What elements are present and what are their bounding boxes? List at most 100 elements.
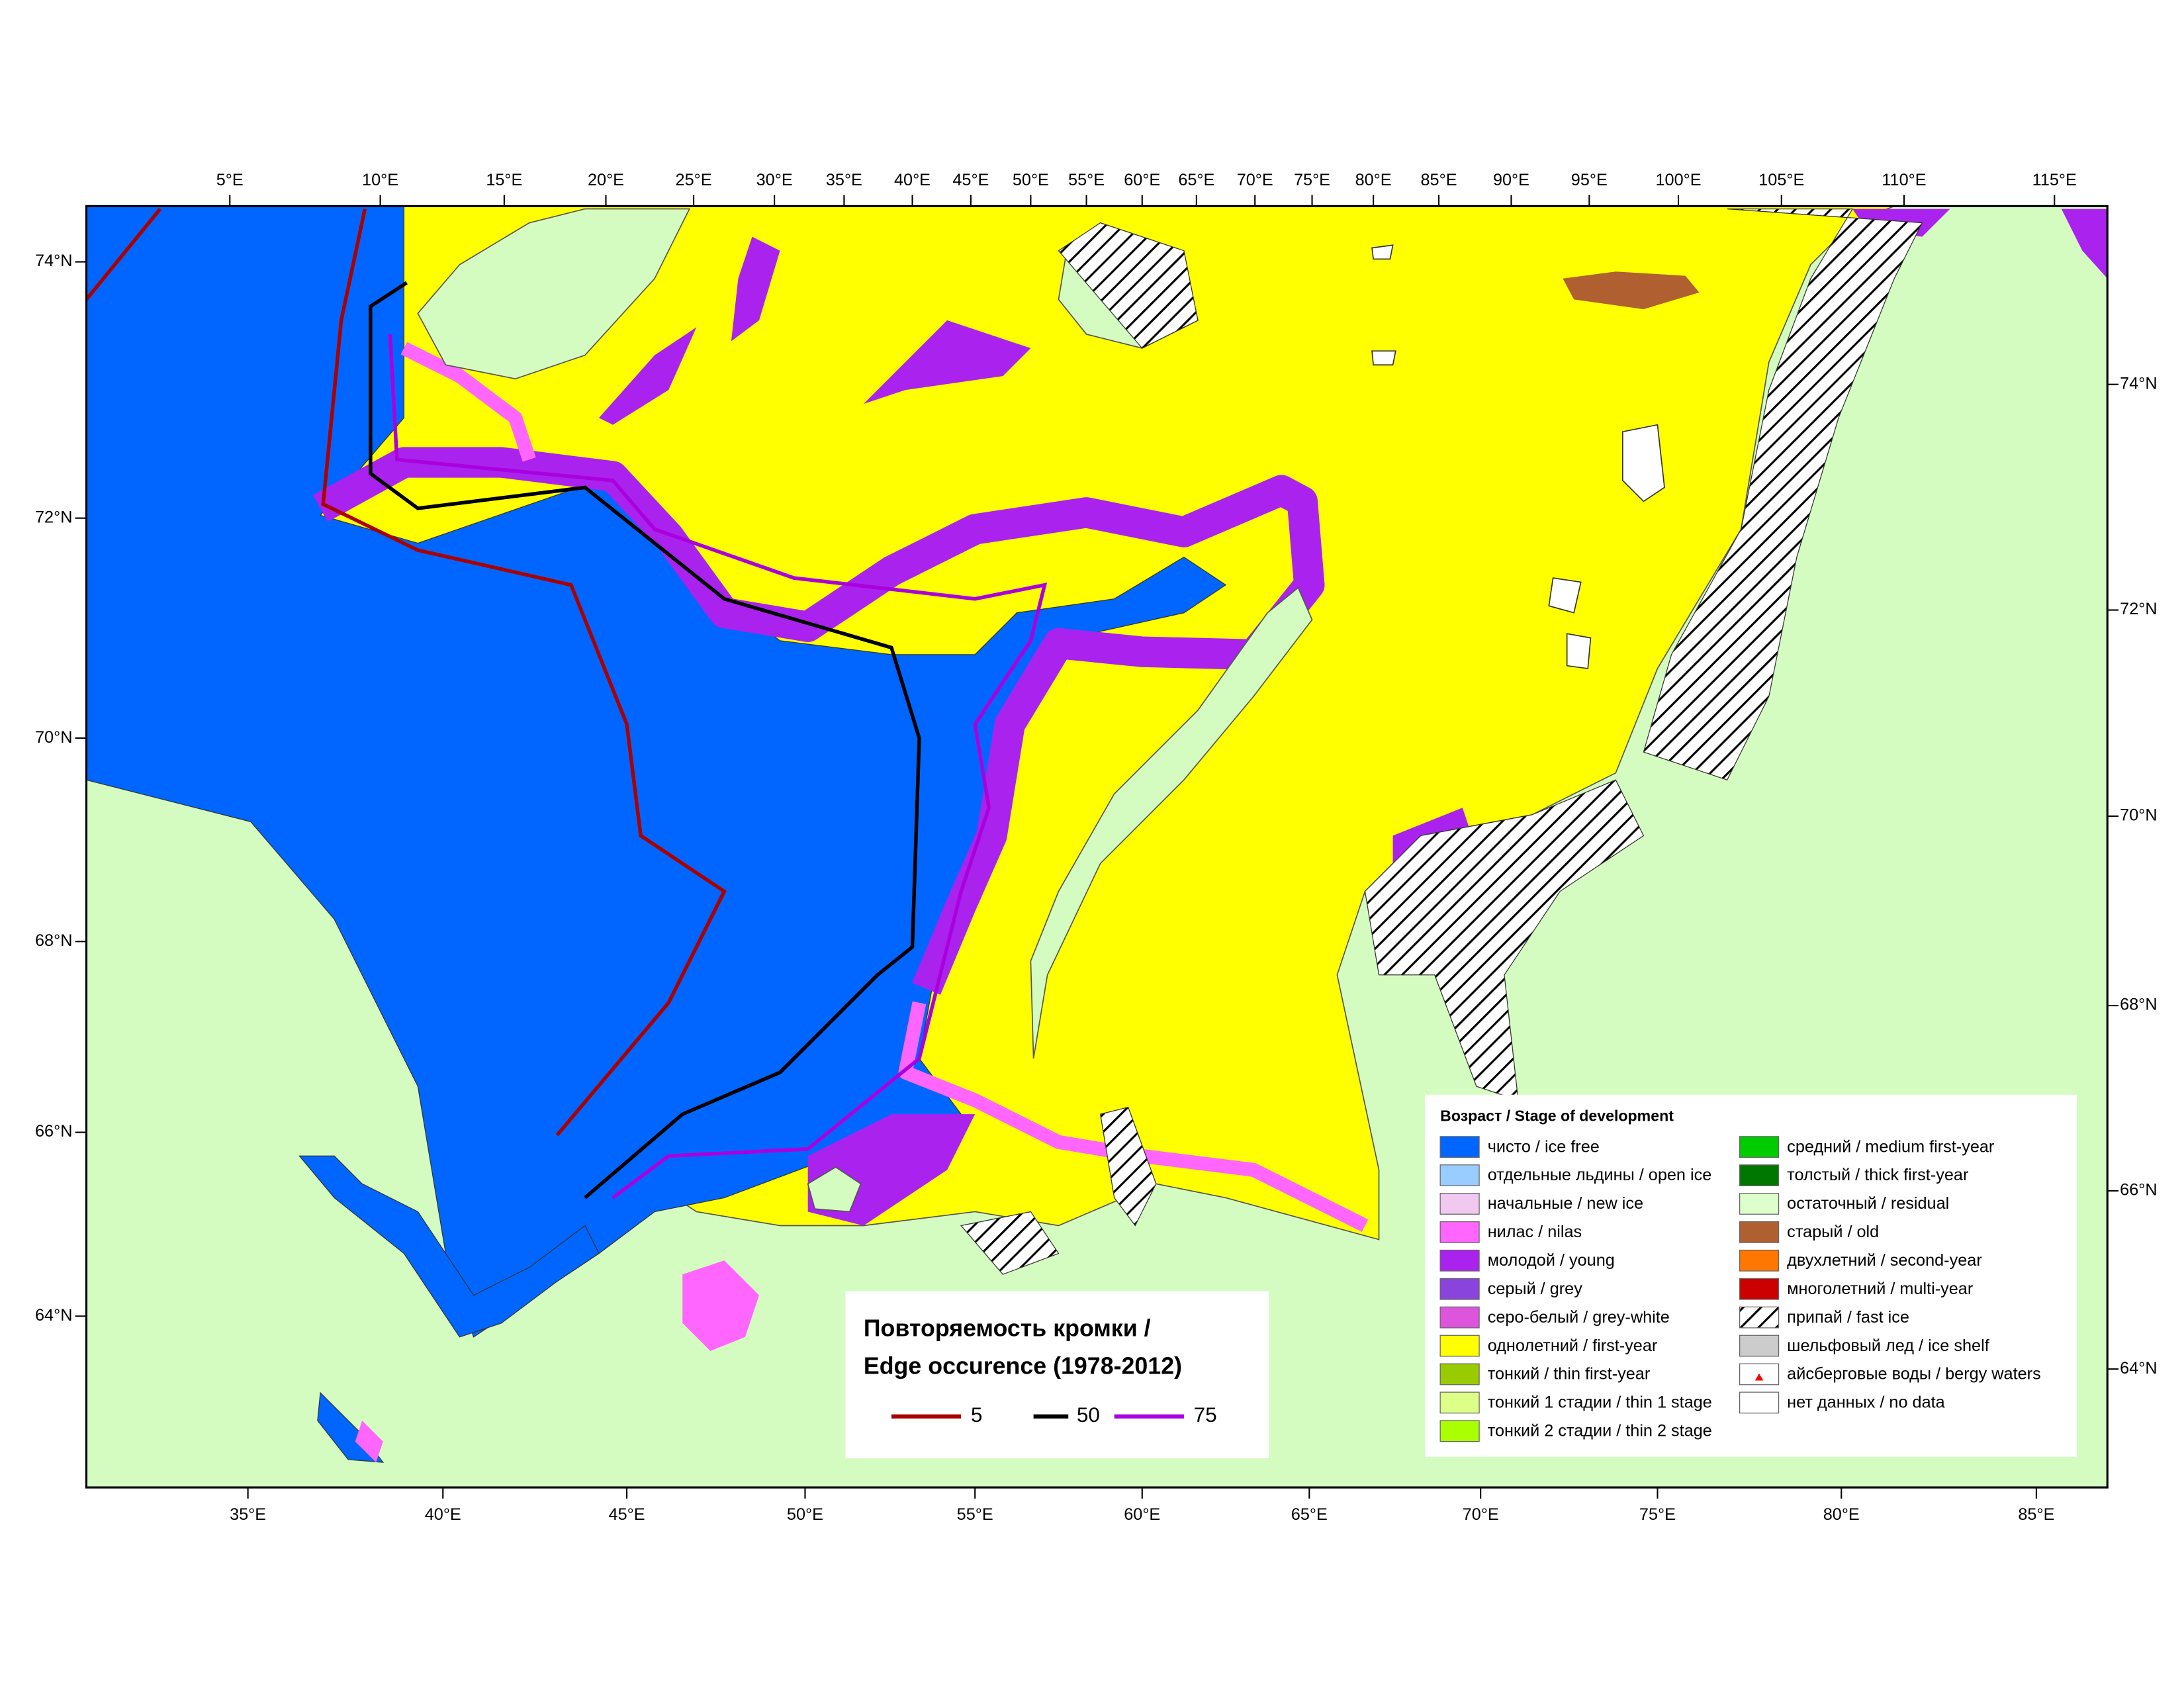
- svalbard: [417, 208, 691, 380]
- edge-legend-label: 50: [1077, 1403, 1100, 1427]
- top-label: 85°E: [1421, 171, 1457, 189]
- edge-line-5: [86, 207, 727, 1137]
- bottom-label: 50°E: [787, 1505, 823, 1524]
- legend-swatch: [1739, 1306, 1780, 1329]
- left-label: 74°N: [35, 252, 72, 270]
- legend-swatch: [1439, 1193, 1480, 1215]
- legend-label: остаточный / residual: [1787, 1194, 1949, 1213]
- fast-ice: [960, 222, 1199, 1275]
- left-label: 66°N: [35, 1122, 72, 1141]
- legend-swatch: [1739, 1335, 1780, 1357]
- legend-swatch: [1439, 1221, 1480, 1243]
- legend-swatch: [1439, 1335, 1480, 1357]
- legend-label: старый / old: [1787, 1223, 1879, 1241]
- legend-label: тонкий / thin first-year: [1488, 1365, 1651, 1383]
- top-label: 80°E: [1355, 171, 1392, 189]
- bottom-label: 65°E: [1291, 1505, 1328, 1524]
- right-label: 70°N: [2120, 806, 2157, 825]
- nilas-band: [400, 342, 1369, 1232]
- top-label: 10°E: [362, 171, 398, 189]
- legend-label: начальные / new ice: [1488, 1194, 1643, 1213]
- legend-swatch: [1739, 1391, 1780, 1414]
- top-label: 60°E: [1124, 171, 1160, 189]
- left-label: 68°N: [35, 931, 72, 950]
- legend-label: нилас / nilas: [1488, 1223, 1582, 1241]
- bottom-label: 85°E: [2018, 1505, 2054, 1524]
- legend-label: серый / grey: [1488, 1280, 1583, 1298]
- legend-swatch: [1739, 1193, 1780, 1215]
- white-sea: [298, 1155, 600, 1463]
- legend-label: многолетний / multi-year: [1787, 1280, 1973, 1298]
- left-label: 64°N: [35, 1306, 72, 1325]
- edge-legend-title: Повторяемость кромки /: [864, 1315, 1151, 1342]
- bottom-label: 35°E: [230, 1505, 266, 1524]
- top-label: 40°E: [894, 171, 931, 189]
- left-label: 72°N: [35, 508, 72, 526]
- bottom-label: 55°E: [957, 1505, 993, 1524]
- right-label: 68°N: [2120, 996, 2157, 1014]
- top-label: 20°E: [588, 171, 624, 189]
- bottom-label: 75°E: [1639, 1505, 1676, 1524]
- legend-swatch: [1439, 1278, 1480, 1300]
- fast-ice: [1643, 208, 1923, 780]
- legend-swatch: [1739, 1278, 1780, 1300]
- bottom-label: 80°E: [1823, 1505, 1860, 1524]
- edge-legend-label: 75: [1194, 1403, 1217, 1427]
- kolguev: [807, 1166, 862, 1213]
- fast-ice: [1364, 779, 1645, 1102]
- legend-swatch: [1739, 1249, 1780, 1272]
- legend-label: шельфовый лед / ice shelf: [1787, 1336, 1990, 1355]
- legend-label: однолетний / first-year: [1488, 1336, 1658, 1355]
- map-frame: [85, 205, 2109, 1489]
- top-label: 115°E: [2032, 171, 2077, 189]
- top-label: 70°E: [1237, 171, 1273, 189]
- legend-swatch: [1439, 1306, 1480, 1329]
- legend-swatch: [1439, 1391, 1480, 1414]
- top-label: 35°E: [826, 171, 862, 189]
- edge-legend-label: 5: [971, 1403, 983, 1427]
- top-label: 25°E: [676, 171, 712, 189]
- legend-swatch: [1739, 1136, 1780, 1158]
- edge-legend-title: Edge occurence (1978-2012): [864, 1353, 1182, 1380]
- right-label: 74°N: [2120, 374, 2157, 393]
- legend-label: чисто / ice free: [1488, 1137, 1600, 1156]
- top-label: 100°E: [1655, 171, 1701, 189]
- top-label: 105°E: [1758, 171, 1804, 189]
- right-label: 72°N: [2120, 600, 2157, 618]
- top-label: 95°E: [1571, 171, 1608, 189]
- bottom-label: 60°E: [1124, 1505, 1160, 1524]
- top-label: 55°E: [1068, 171, 1105, 189]
- young-ice-svalbard: [598, 209, 2108, 425]
- legend-label: серо-белый / grey-white: [1488, 1308, 1670, 1327]
- edge-legend-items: 5 50 75: [891, 1403, 1217, 1427]
- legend-label: тонкий 1 стадии / thin 1 stage: [1488, 1393, 1712, 1412]
- legend-swatch: [1739, 1221, 1780, 1243]
- legend-marker: [1754, 1373, 1764, 1381]
- legend-swatch: [1439, 1363, 1480, 1385]
- old-ice: [1563, 271, 1700, 310]
- legend-label: толстый / thick first-year: [1787, 1166, 1968, 1184]
- edge-line-50: [369, 281, 921, 1199]
- legend-label: молодой / young: [1488, 1251, 1615, 1270]
- top-label: 90°E: [1493, 171, 1529, 189]
- edge-legend-box: [845, 1291, 1269, 1458]
- bottom-label: 45°E: [609, 1505, 645, 1524]
- right-label: 66°N: [2120, 1181, 2157, 1199]
- edge-line-75: [388, 334, 1048, 1199]
- top-label: 45°E: [952, 171, 989, 189]
- legend-label: тонкий 2 стадии / thin 2 stage: [1488, 1422, 1712, 1440]
- legend-swatch: [1739, 1164, 1780, 1186]
- legend-label: айсберговые воды / bergy waters: [1787, 1365, 2041, 1383]
- top-label: 65°E: [1178, 171, 1214, 189]
- nilas-south: [355, 1260, 760, 1463]
- legend-label: нет данных / no data: [1787, 1393, 1945, 1412]
- legend-swatch: [1439, 1420, 1480, 1442]
- legend-swatch: [1439, 1249, 1480, 1272]
- top-label: 15°E: [486, 171, 522, 189]
- legend-swatch: [1439, 1136, 1480, 1158]
- bottom-label: 70°E: [1463, 1505, 1499, 1524]
- island: [1371, 244, 1665, 669]
- legend-swatch: [1439, 1164, 1480, 1186]
